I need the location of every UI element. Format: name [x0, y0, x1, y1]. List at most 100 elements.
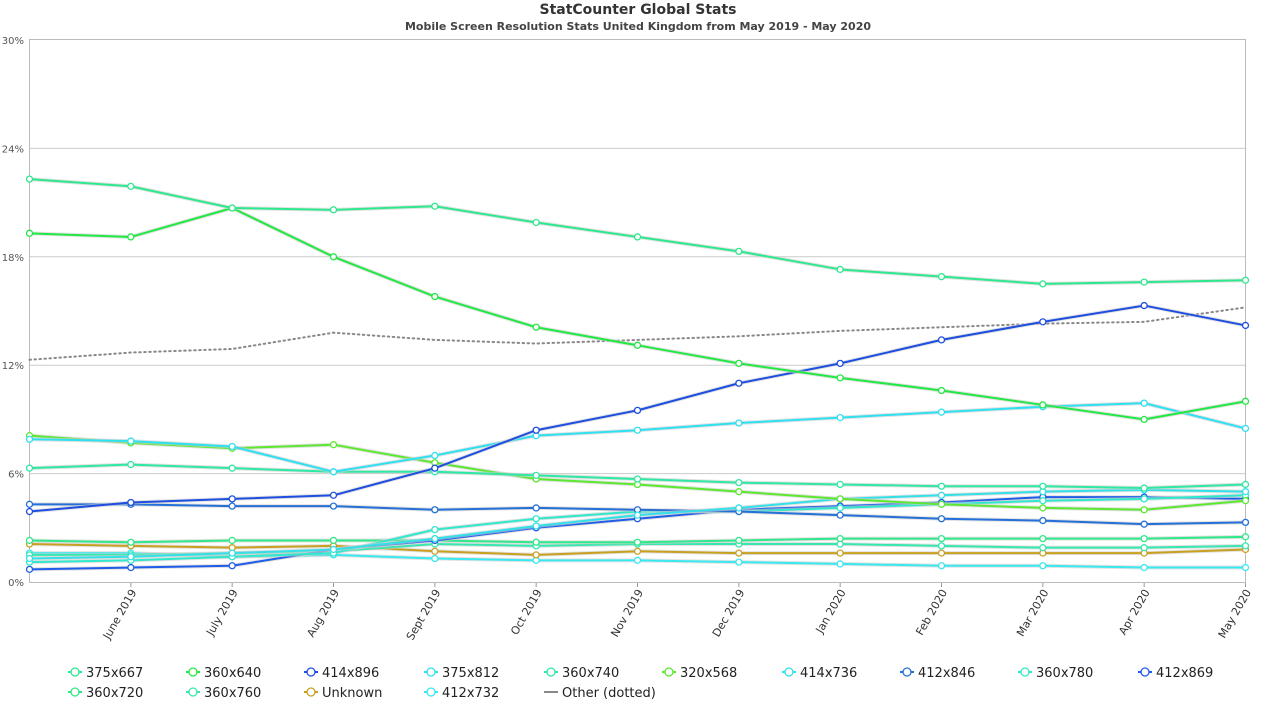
data-point[interactable] [532, 551, 540, 559]
data-point[interactable] [1241, 488, 1250, 496]
data-point[interactable] [633, 426, 642, 434]
data-point[interactable] [1140, 506, 1148, 514]
data-point[interactable] [937, 408, 946, 416]
data-point[interactable] [735, 379, 743, 387]
data-point[interactable] [836, 504, 844, 512]
data-point[interactable] [532, 522, 540, 530]
data-point[interactable] [532, 471, 540, 480]
legend-item[interactable]: 360x740 [544, 666, 619, 681]
data-point[interactable] [1241, 424, 1250, 433]
data-point[interactable] [25, 565, 34, 574]
data-point[interactable] [836, 511, 844, 519]
data-point[interactable] [633, 341, 642, 349]
data-point[interactable] [1039, 482, 1047, 490]
data-point[interactable] [228, 204, 236, 212]
data-point[interactable] [1241, 321, 1250, 330]
data-point[interactable] [127, 233, 135, 241]
data-point[interactable] [836, 374, 844, 382]
data-point[interactable] [228, 502, 236, 510]
data-point[interactable] [1241, 480, 1250, 489]
legend-item[interactable]: 414x736 [782, 666, 857, 681]
data-point[interactable] [532, 515, 540, 523]
data-point[interactable] [1140, 484, 1148, 492]
data-point[interactable] [431, 464, 439, 472]
legend-item[interactable]: 414x896 [304, 666, 379, 681]
data-point[interactable] [25, 507, 34, 516]
data-point[interactable] [836, 495, 844, 503]
data-point[interactable] [735, 549, 743, 557]
data-point[interactable] [25, 175, 34, 183]
data-point[interactable] [25, 435, 34, 443]
data-point[interactable] [633, 511, 642, 519]
data-point[interactable] [1241, 397, 1250, 405]
data-point[interactable] [1241, 276, 1250, 284]
data-point[interactable] [532, 323, 540, 331]
data-point[interactable] [937, 500, 946, 508]
data-point[interactable] [329, 441, 338, 449]
data-point[interactable] [1140, 301, 1148, 310]
data-point[interactable] [1140, 495, 1148, 503]
data-point[interactable] [431, 525, 439, 534]
data-point[interactable] [532, 538, 540, 546]
data-point[interactable] [735, 419, 743, 427]
data-point[interactable] [228, 464, 236, 472]
data-point[interactable] [127, 498, 135, 507]
data-point[interactable] [1039, 504, 1047, 512]
data-point[interactable] [25, 229, 34, 237]
data-point[interactable] [735, 488, 743, 496]
legend-item[interactable]: 360x780 [1018, 666, 1093, 681]
legend-item[interactable]: 375x812 [424, 666, 499, 681]
data-point[interactable] [1039, 562, 1047, 570]
data-point[interactable] [329, 491, 338, 499]
legend-item[interactable]: 412x732 [424, 686, 499, 701]
data-point[interactable] [937, 549, 946, 557]
legend-item[interactable]: Unknown [304, 686, 382, 701]
data-point[interactable] [1241, 563, 1250, 572]
data-point[interactable] [633, 556, 642, 564]
data-point[interactable] [633, 475, 642, 483]
data-point[interactable] [1140, 520, 1148, 528]
data-point[interactable] [25, 554, 34, 563]
data-point[interactable] [25, 536, 34, 545]
data-point[interactable] [1039, 544, 1047, 552]
data-point[interactable] [431, 202, 439, 210]
data-point[interactable] [431, 451, 439, 460]
data-point[interactable] [329, 468, 338, 476]
data-point[interactable] [1140, 534, 1148, 543]
data-point[interactable] [937, 491, 946, 499]
data-point[interactable] [1140, 544, 1148, 552]
legend-item[interactable]: Other (dotted) [544, 686, 656, 701]
legend-item[interactable]: 320x568 [662, 666, 737, 681]
data-point[interactable] [836, 560, 844, 568]
data-point[interactable] [735, 504, 743, 512]
legend-item[interactable]: 360x640 [186, 666, 261, 681]
data-point[interactable] [127, 460, 135, 469]
data-point[interactable] [633, 233, 642, 241]
data-point[interactable] [1039, 497, 1047, 505]
data-point[interactable] [228, 562, 236, 570]
data-point[interactable] [532, 426, 540, 434]
data-point[interactable] [1039, 516, 1047, 525]
data-point[interactable] [1241, 497, 1250, 505]
data-point[interactable] [937, 336, 946, 344]
data-point[interactable] [431, 292, 439, 301]
data-point[interactable] [836, 413, 844, 422]
data-point[interactable] [228, 442, 236, 451]
data-point[interactable] [1241, 518, 1250, 527]
data-point[interactable] [431, 554, 439, 563]
legend-item[interactable]: 360x720 [68, 686, 143, 701]
data-point[interactable] [329, 253, 338, 261]
data-point[interactable] [937, 542, 946, 550]
data-point[interactable] [937, 482, 946, 490]
data-point[interactable] [937, 386, 946, 395]
data-point[interactable] [836, 549, 844, 557]
data-point[interactable] [1140, 415, 1148, 424]
data-point[interactable] [127, 182, 135, 190]
data-point[interactable] [735, 536, 743, 545]
data-point[interactable] [1039, 318, 1047, 326]
data-point[interactable] [735, 478, 743, 487]
legend-item[interactable]: 360x760 [186, 686, 261, 701]
data-point[interactable] [25, 500, 34, 508]
legend-item[interactable]: 412x846 [900, 666, 975, 681]
data-point[interactable] [329, 536, 338, 545]
